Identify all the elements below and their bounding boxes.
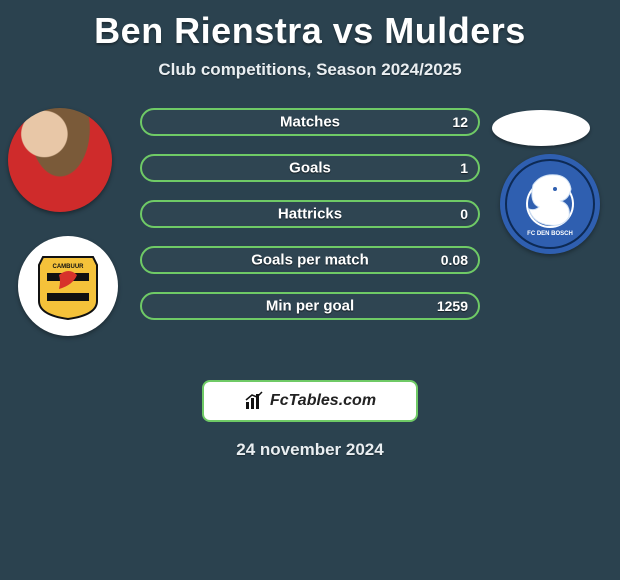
stat-label: Goals <box>289 160 331 177</box>
comparison-stage: CAMBUUR FC DEN BOSCH Matches 12 Goals 1 … <box>0 108 620 358</box>
den-bosch-crest-icon: FC DEN BOSCH <box>503 157 597 251</box>
bar-chart-icon <box>244 390 266 412</box>
stat-label: Goals per match <box>251 252 369 269</box>
stat-pill-list: Matches 12 Goals 1 Hattricks 0 Goals per… <box>140 108 480 320</box>
stat-value-left: 12 <box>452 114 468 130</box>
page-title: Ben Rienstra vs Mulders <box>0 0 620 52</box>
stat-value-left: 1259 <box>437 298 468 314</box>
stat-row: Goals 1 <box>140 154 480 182</box>
svg-text:CAMBUUR: CAMBUUR <box>53 264 85 270</box>
club-left-crest: CAMBUUR <box>18 236 118 336</box>
stat-row: Hattricks 0 <box>140 200 480 228</box>
svg-text:FC DEN BOSCH: FC DEN BOSCH <box>527 231 573 237</box>
stat-label: Hattricks <box>278 206 342 223</box>
cambuur-crest-icon: CAMBUUR <box>33 251 103 321</box>
club-right-crest: FC DEN BOSCH <box>500 154 600 254</box>
stat-label: Matches <box>280 114 340 131</box>
brand-badge: FcTables.com <box>202 380 418 422</box>
player-right-avatar <box>492 110 590 146</box>
snapshot-date: 24 november 2024 <box>0 440 620 460</box>
player-left-avatar <box>8 108 112 212</box>
stat-label: Min per goal <box>266 298 354 315</box>
stat-value-left: 1 <box>460 160 468 176</box>
stat-row: Min per goal 1259 <box>140 292 480 320</box>
stat-value-left: 0 <box>460 206 468 222</box>
brand-text: FcTables.com <box>270 392 376 410</box>
stat-value-left: 0.08 <box>441 252 468 268</box>
stat-row: Goals per match 0.08 <box>140 246 480 274</box>
stat-row: Matches 12 <box>140 108 480 136</box>
subtitle: Club competitions, Season 2024/2025 <box>0 60 620 80</box>
